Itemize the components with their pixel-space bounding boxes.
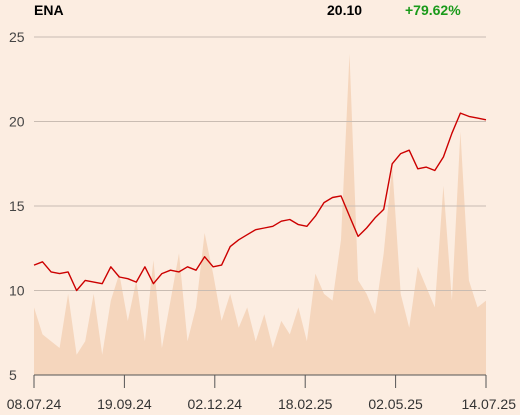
volume-area xyxy=(34,53,486,376)
x-tick-label: 02.12.24 xyxy=(188,396,243,412)
axis-layer: 5 10 15 20 25 08.07.24 19.09.24 02.12.24 18.02.2… xyxy=(7,29,516,412)
x-tick-label: 14.07.25 xyxy=(462,396,517,412)
y-tick-label: 20 xyxy=(9,114,25,130)
grid-layer xyxy=(34,36,486,291)
last-price: 20.10 xyxy=(327,2,363,18)
y-tick-label: 5 xyxy=(9,367,17,383)
y-tick-label: 15 xyxy=(9,198,25,214)
line-layer xyxy=(33,112,487,292)
x-tick-label: 19.09.24 xyxy=(97,396,152,412)
y-tick-label: 25 xyxy=(9,29,25,45)
x-tick-label: 02.05.25 xyxy=(368,396,423,412)
volume-layer xyxy=(34,53,486,376)
x-tick-label: 18.02.25 xyxy=(278,396,333,412)
ticker-symbol: ENA xyxy=(34,2,64,18)
y-tick-label: 10 xyxy=(9,283,25,299)
price-line xyxy=(33,112,487,292)
price-change: +79.62% xyxy=(405,2,461,18)
x-tick-label: 08.07.24 xyxy=(7,396,62,412)
